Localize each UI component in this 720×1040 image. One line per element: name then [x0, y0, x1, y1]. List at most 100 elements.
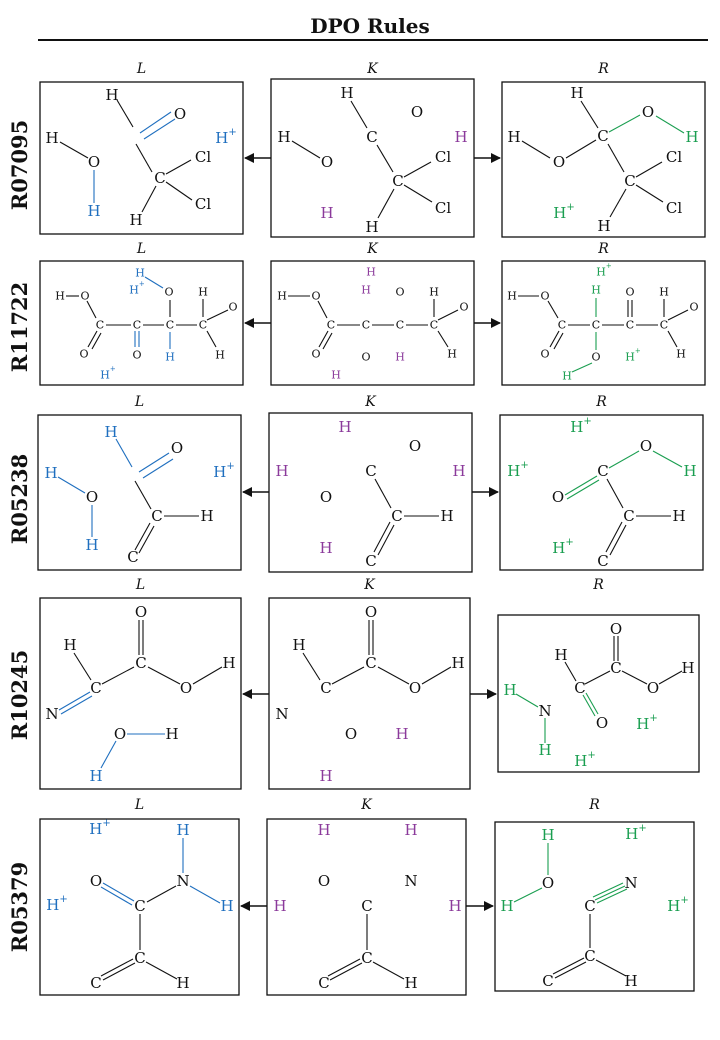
- bond-line: [87, 330, 98, 348]
- atom-label: H: [340, 84, 353, 102]
- atom-label: H: [275, 462, 288, 480]
- panel-box: [497, 614, 700, 773]
- atom-label: H: [129, 211, 142, 229]
- panel-box: [39, 260, 244, 386]
- atom-label: C: [318, 974, 329, 992]
- bond-line: [134, 480, 152, 510]
- row-label: R05238: [7, 454, 32, 545]
- bond-line: [635, 161, 663, 178]
- bond-line: [192, 666, 223, 685]
- bond-line: [635, 184, 664, 203]
- bond-line: [608, 450, 640, 469]
- panel-label: K: [363, 577, 376, 593]
- panel-label: R: [588, 797, 600, 813]
- bond-line: [585, 692, 599, 715]
- panel-k: KHH O HOH OC C C CO O H HH: [270, 241, 475, 386]
- atom-label: C: [90, 974, 101, 992]
- atom-label: C: [127, 548, 138, 566]
- bond-line: [206, 330, 217, 348]
- atom-label: N: [624, 874, 637, 892]
- panel-r: RH+OHH+ COC HH+C: [499, 394, 704, 571]
- bond-line: [513, 887, 543, 903]
- bond-line: [134, 522, 151, 551]
- atom-label: H: [176, 821, 189, 839]
- bond-line: [584, 670, 611, 685]
- atom-label: O: [689, 301, 698, 314]
- bond-line: [606, 478, 624, 509]
- bond-line: [100, 958, 134, 977]
- bond-line: [135, 143, 153, 173]
- atom-label: O: [135, 603, 147, 621]
- atom-label: H+: [625, 347, 641, 364]
- atom-label: O: [552, 488, 564, 506]
- atom-label: C: [558, 319, 566, 332]
- atom-label: Cl: [195, 195, 211, 213]
- panel-r: R H H+ O N H C H+ C C H: [494, 797, 695, 992]
- atom-label: O: [80, 290, 89, 303]
- atom-label: N: [538, 702, 551, 720]
- atom-label: C: [597, 127, 608, 145]
- bond-line: [317, 300, 328, 319]
- bond-line: [566, 479, 600, 500]
- panel-box: [39, 81, 244, 235]
- bond-line: [318, 330, 329, 348]
- bond-line: [100, 740, 117, 769]
- atom-label: H+: [89, 818, 110, 839]
- atom-label: O: [596, 714, 608, 732]
- atom-label: N: [404, 872, 417, 890]
- atom-label: H: [273, 897, 286, 915]
- atom-label: H+: [552, 537, 573, 558]
- atom-label: C: [366, 128, 377, 146]
- atom-label: H: [672, 507, 685, 525]
- bond-line: [592, 882, 624, 898]
- atom-label: C: [134, 897, 145, 915]
- panel-label: K: [366, 241, 379, 257]
- panel-label: L: [134, 394, 144, 410]
- bond-line: [403, 161, 432, 178]
- atom-label: H: [500, 897, 513, 915]
- atom-label: O: [610, 620, 622, 638]
- atom-label: C: [135, 654, 146, 672]
- atom-label: C: [134, 949, 145, 967]
- atom-label: O: [553, 153, 565, 171]
- atom-label: C: [624, 172, 635, 190]
- atom-label: N: [176, 872, 189, 890]
- atom-label: O: [640, 437, 652, 455]
- bond-line: [377, 524, 395, 556]
- bond-line: [322, 332, 333, 350]
- atom-label: H: [165, 351, 175, 364]
- panel-box: [501, 81, 706, 238]
- atom-label: N: [45, 705, 58, 723]
- bond-line: [139, 111, 172, 134]
- atom-label: H: [404, 821, 417, 839]
- atom-label: H: [681, 659, 694, 677]
- atom-label: H: [63, 636, 76, 654]
- atom-label: O: [647, 679, 659, 697]
- panel-label: K: [364, 394, 377, 410]
- rule-r05379: R05379 L H+ H O N H+ C H C C H K H H O N H C H C C H R H H+ O N H C H+…: [7, 797, 695, 996]
- atom-label: H: [503, 681, 516, 699]
- row-label: R05379: [7, 862, 32, 953]
- panel-label: L: [136, 61, 146, 77]
- atom-label: H: [366, 266, 376, 279]
- bond-line: [145, 961, 178, 980]
- bond-line: [667, 330, 678, 348]
- bond-line: [327, 958, 361, 977]
- bond-line: [521, 140, 551, 159]
- atom-label: H+: [46, 894, 67, 915]
- atom-label: H: [685, 128, 698, 146]
- title-rule: [38, 39, 708, 41]
- atom-label: H: [200, 507, 213, 525]
- atom-label: H: [395, 725, 408, 743]
- bond-line: [377, 188, 395, 219]
- panel-box: [501, 260, 706, 386]
- atom-label: C: [430, 319, 438, 332]
- bond-line: [206, 309, 229, 321]
- atom-label: H+: [596, 262, 612, 279]
- bond-line: [147, 666, 181, 685]
- atom-label: H+: [215, 127, 236, 148]
